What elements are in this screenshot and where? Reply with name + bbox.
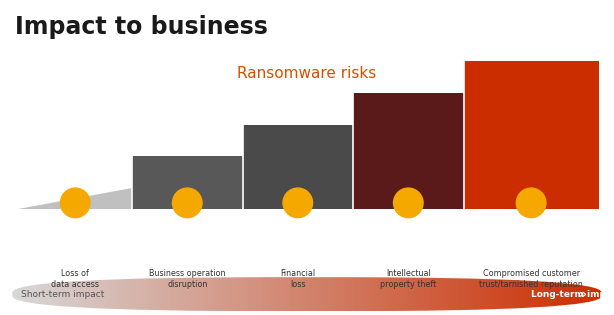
Text: Intellectual
property theft: Intellectual property theft <box>380 269 437 289</box>
Text: »: » <box>579 288 587 301</box>
Text: Business operation
disruption: Business operation disruption <box>149 269 225 289</box>
Text: Impact to business: Impact to business <box>15 15 268 39</box>
Text: Short-term impact: Short-term impact <box>21 290 104 299</box>
Text: Ransomware risks: Ransomware risks <box>238 66 376 81</box>
Polygon shape <box>353 93 464 209</box>
Polygon shape <box>243 125 353 209</box>
Text: Long-term impact: Long-term impact <box>531 290 614 299</box>
Polygon shape <box>132 157 243 209</box>
Text: Financial
loss: Financial loss <box>280 269 316 289</box>
Text: Loss of
data access: Loss of data access <box>51 269 99 289</box>
Polygon shape <box>464 61 599 209</box>
Polygon shape <box>18 188 132 209</box>
Text: Compromised customer
trust/tarnished reputation: Compromised customer trust/tarnished rep… <box>480 269 583 289</box>
